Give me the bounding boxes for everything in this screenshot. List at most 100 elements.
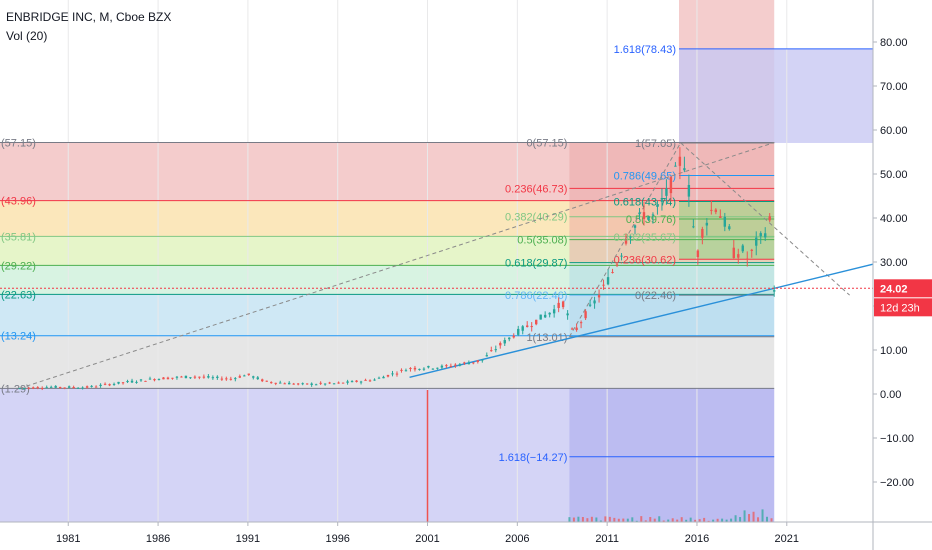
candle-body (189, 377, 192, 379)
fib-zone-left (0, 335, 775, 389)
x-tick-label: 2001 (415, 533, 439, 545)
volume-bar (676, 519, 679, 522)
volume-bar (743, 510, 746, 522)
candle-body (319, 382, 322, 384)
candle-body (597, 295, 601, 298)
candle-body (494, 349, 497, 351)
time-axis[interactable] (0, 522, 932, 550)
candle-body (234, 378, 237, 380)
fib-level-label-right: 0(57.15) (526, 138, 567, 150)
candle-body (166, 377, 170, 380)
volume-bar (703, 517, 706, 522)
volume-bar (685, 519, 688, 522)
candle-body (27, 387, 30, 389)
fib-level-label-right: 0.5(35.08) (517, 235, 567, 247)
fib-zone-left (0, 236, 775, 266)
candle-body (85, 386, 89, 388)
candle-body (305, 383, 309, 385)
candle-body (63, 387, 66, 389)
volume-bar (572, 517, 575, 522)
candle-body (503, 340, 506, 344)
candle-body (499, 343, 502, 346)
y-tick-label: 0.00 (880, 389, 901, 401)
candle-body (346, 381, 349, 383)
candle-body (296, 383, 300, 385)
candle-body (629, 236, 632, 238)
candle-body (508, 337, 511, 340)
candle-body (391, 373, 394, 375)
fib-level-label-inner: 0.618(43.74) (614, 197, 676, 209)
candle-body (624, 240, 628, 244)
candle-body (701, 228, 704, 238)
candle-body (440, 365, 444, 368)
fib-level-label-left: (1.29) (1, 383, 30, 395)
volume-bar (631, 517, 634, 522)
fib-diagonal-right[interactable] (568, 142, 682, 338)
y-tick-label: −10.00 (880, 433, 914, 445)
candle-body (67, 386, 71, 388)
volume-bar (761, 509, 764, 522)
candle-body (135, 381, 138, 383)
candle-body (746, 258, 749, 260)
fib-diagonal-inner[interactable] (680, 142, 850, 296)
x-tick-label: 2021 (775, 533, 799, 545)
volume-bar (626, 518, 629, 522)
candle-body (593, 300, 596, 304)
candle-body (512, 335, 515, 338)
volume-indicator-label[interactable]: Vol (20) (6, 29, 48, 43)
candle-body (323, 383, 327, 385)
x-tick-label: 1991 (236, 533, 260, 545)
trend-line[interactable] (409, 263, 874, 378)
fib-level-label-inner: 1.618(78.43) (614, 44, 676, 56)
candle-body (481, 359, 484, 361)
volume-bar (568, 517, 571, 522)
volume-bar (658, 516, 661, 522)
candle-body (575, 327, 578, 331)
volume-bar (590, 516, 593, 522)
candle-body (175, 376, 179, 378)
volume-bar (707, 520, 710, 522)
candle-body (476, 360, 480, 362)
candle-body (732, 247, 735, 259)
candle-body (755, 237, 758, 246)
fib-level-label-inner: 0.236(30.62) (614, 254, 676, 266)
fib-level-label-inner: 1(57.05) (635, 138, 676, 150)
candle-body (602, 284, 605, 286)
candle-body (184, 375, 188, 379)
volume-bar (608, 516, 611, 522)
fib-level-label-inner: 0(22.46) (635, 290, 676, 302)
candle-body (427, 365, 430, 368)
candle-body (328, 382, 331, 384)
candle-body (144, 380, 147, 382)
last-price-value: 24.02 (880, 283, 908, 295)
candle-body (561, 301, 565, 308)
y-tick-label: 70.00 (880, 81, 908, 93)
chart-title: ENBRIDGE INC, M, Cboe BZX (6, 10, 172, 24)
fib-diagonal-left[interactable] (19, 142, 775, 389)
candle-body (674, 165, 677, 167)
candle-body (678, 156, 682, 166)
price-axis[interactable] (873, 0, 932, 550)
candle-body (337, 382, 340, 384)
volume-bar (752, 511, 755, 522)
candle-body (130, 380, 134, 383)
x-tick-label: 1986 (146, 533, 170, 545)
candle-body (431, 368, 435, 370)
candle-body (207, 376, 210, 378)
fib-zone-left (0, 142, 775, 201)
candle-body (665, 188, 668, 196)
fib-level-label-left: (22.63) (1, 289, 36, 301)
volume-bar (770, 518, 773, 522)
fib-levels[interactable]: (57.15) (43.96) (35.81) (29.22) (22.63) (13.2… (0, 44, 874, 464)
grid (67, 0, 788, 522)
fib-level-label-left: (13.24) (1, 331, 36, 343)
candle-body (261, 379, 264, 382)
candle-body (386, 374, 390, 377)
candle-body (301, 383, 304, 385)
candle-body (364, 379, 367, 381)
candle-body (436, 367, 439, 369)
y-tick-label: 40.00 (880, 213, 908, 225)
candle-body (552, 309, 556, 314)
volume-bar (671, 518, 674, 522)
